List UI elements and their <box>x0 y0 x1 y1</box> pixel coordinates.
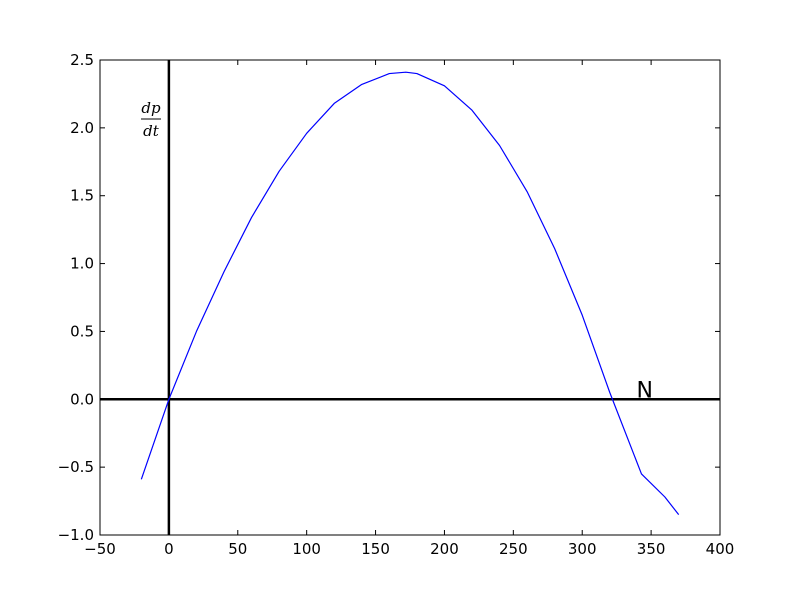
y-tick-label: 0.0 <box>70 390 94 408</box>
y-tick-label: 0.5 <box>70 322 94 340</box>
y-tick-label: −1.0 <box>58 526 94 544</box>
y-axis-label-numerator: dp <box>141 99 161 117</box>
x-tick-label: 400 <box>706 540 735 558</box>
x-tick-label: −50 <box>84 540 116 558</box>
x-tick-label: 150 <box>361 540 390 558</box>
y-axis-label: dp dt <box>141 99 161 140</box>
y-tick-label: −0.5 <box>58 458 94 476</box>
y-tick-label: 1.5 <box>70 187 94 205</box>
series-line <box>140 71 680 516</box>
x-tick-label: 0 <box>164 540 174 558</box>
y-tick-label: 2.5 <box>70 51 94 69</box>
data-series <box>140 71 680 516</box>
plot-area-frame <box>99 59 721 536</box>
x-tick-label: 100 <box>292 540 321 558</box>
x-tick-label: 350 <box>637 540 666 558</box>
x-tick-label: 50 <box>228 540 247 558</box>
x-tick-labels: −50 0 50 100 150 200 250 300 350 400 <box>84 540 734 558</box>
y-tick-labels: −1.0 −0.5 0.0 0.5 1.0 1.5 2.0 2.5 <box>58 51 94 544</box>
annotations: N <box>636 378 652 403</box>
annotation-label: N <box>636 378 652 403</box>
x-tick-label: 300 <box>568 540 597 558</box>
reference-lines <box>100 60 720 535</box>
x-tick-label: 200 <box>430 540 459 558</box>
y-tick-label: 2.0 <box>70 119 94 137</box>
x-tick-label: 250 <box>499 540 528 558</box>
y-axis-label-denominator: dt <box>143 122 160 140</box>
y-tick-label: 1.0 <box>70 255 94 273</box>
